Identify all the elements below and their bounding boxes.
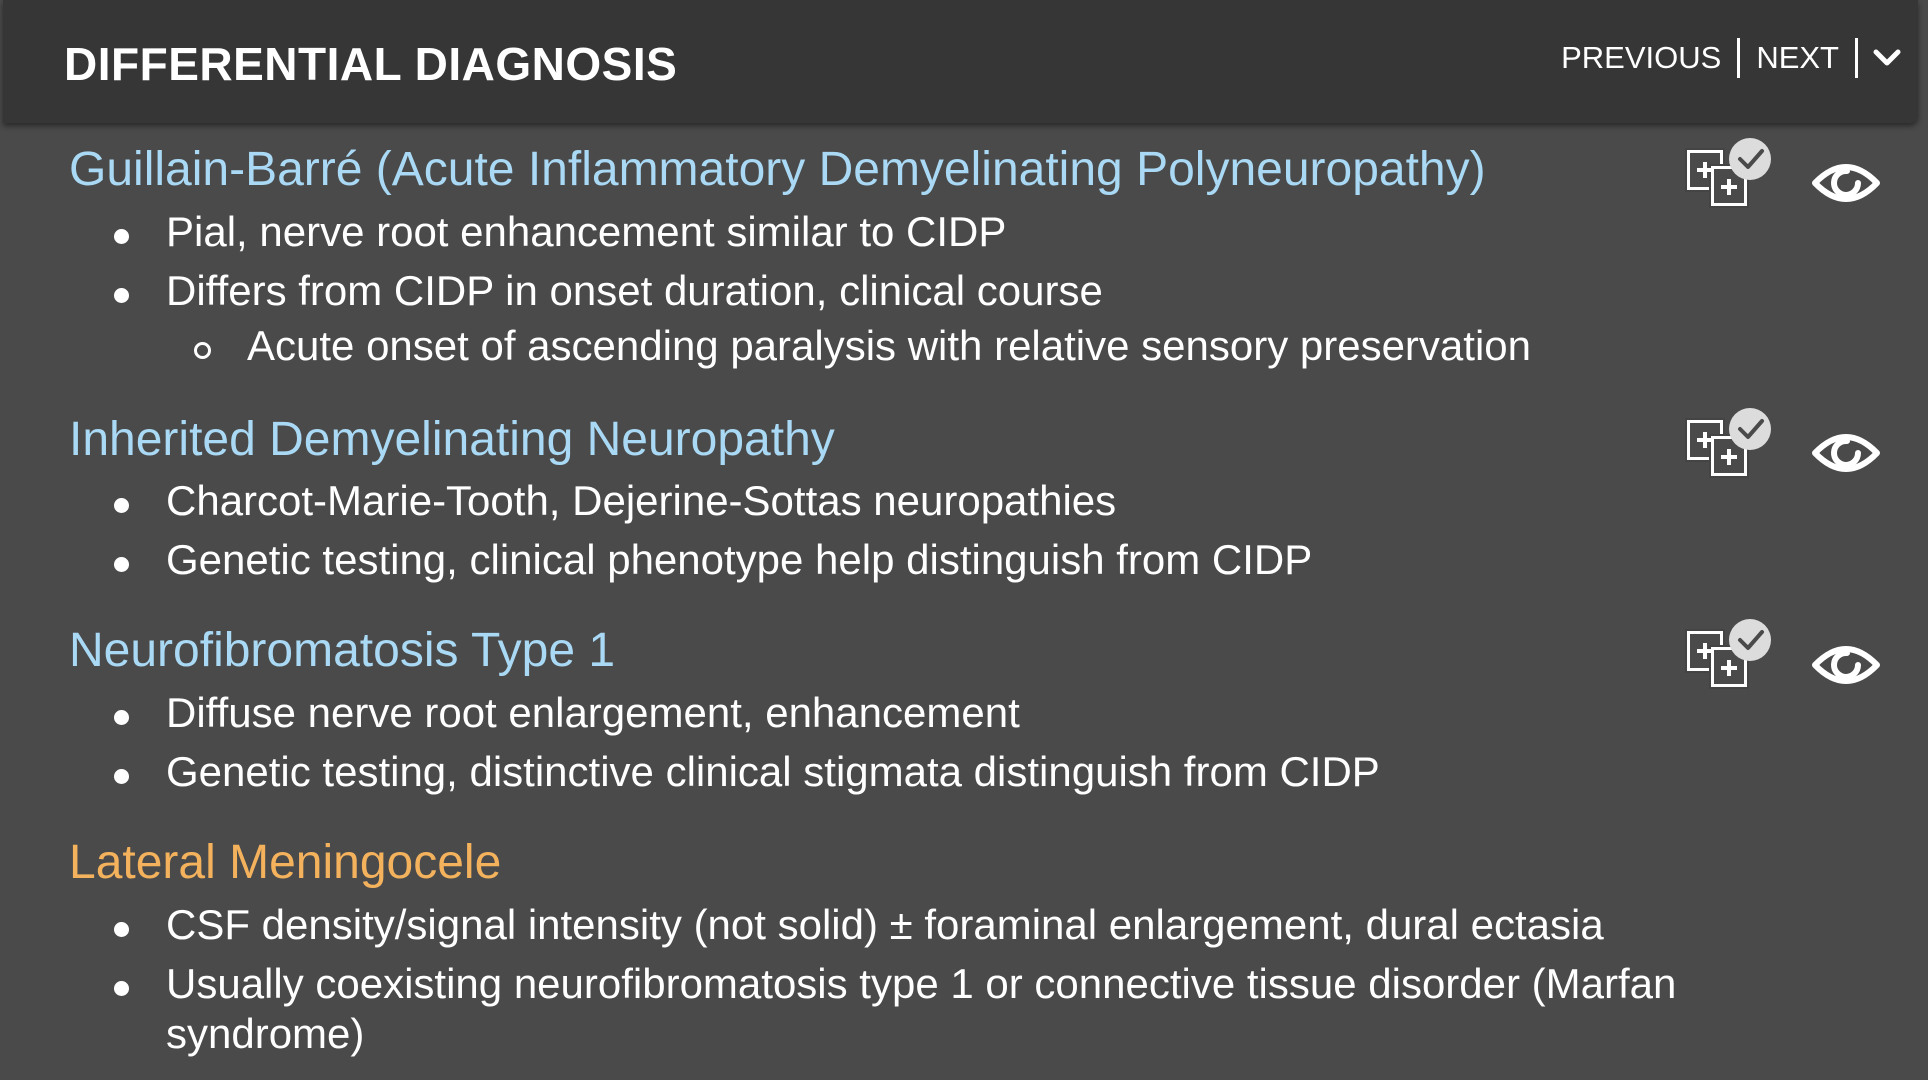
diagnosis-title-link[interactable]: Inherited Demyelinating Neuropathy [69,413,835,466]
list-item-text: Usually coexisting neurofibromatosis typ… [166,960,1677,1007]
nav-divider [1855,38,1858,78]
bullet-dot [114,769,129,784]
list-item-text: CSF density/signal intensity (not solid)… [166,901,1604,948]
bullet-circle [194,342,211,359]
eye-icon[interactable] [1811,427,1881,484]
compare-images-icon[interactable] [1683,407,1775,492]
header-nav: PREVIOUS NEXT [1557,36,1904,80]
list-item-text: Genetic testing, distinctive clinical st… [166,748,1380,795]
collapse-button[interactable] [1870,47,1904,69]
page-title: DIFFERENTIAL DIAGNOSIS [64,38,678,90]
bullet-dot [114,981,129,996]
list-item-text: Acute onset of ascending paralysis with … [247,322,1531,369]
chevron-down-icon [1873,49,1901,66]
next-button[interactable]: NEXT [1756,40,1839,75]
list-item-text: Charcot-Marie-Tooth, Dejerine-Sottas neu… [166,477,1117,524]
nav-divider [1737,38,1741,78]
eye-icon[interactable] [1811,639,1881,696]
bullet-dot [114,498,129,513]
list-item-text: Pial, nerve root enhancement similar to … [166,208,1007,255]
diagnosis-title: Lateral Meningocele [69,836,502,889]
compare-images-icon[interactable] [1683,137,1775,222]
list-item-text: syndrome) [166,1010,365,1057]
bullet-dot [114,557,129,572]
bullet-dot [114,922,129,937]
bullet-dot [114,288,129,303]
panel-header: DIFFERENTIAL DIAGNOSIS PREVIOUS NEXT [3,0,1918,123]
compare-images-icon[interactable] [1683,618,1775,703]
diagnosis-title-link[interactable]: Guillain-Barré (Acute Inflammatory Demye… [69,143,1486,196]
eye-icon[interactable] [1811,157,1881,214]
list-item-text: Genetic testing, clinical phenotype help… [166,536,1313,583]
previous-button[interactable]: PREVIOUS [1561,40,1722,75]
diagnosis-title-link[interactable]: Neurofibromatosis Type 1 [69,624,616,677]
list-item-text: Diffuse nerve root enlargement, enhancem… [166,689,1020,736]
bullet-dot [114,229,129,244]
bullet-dot [114,710,129,725]
list-item-text: Differs from CIDP in onset duration, cli… [166,267,1103,314]
